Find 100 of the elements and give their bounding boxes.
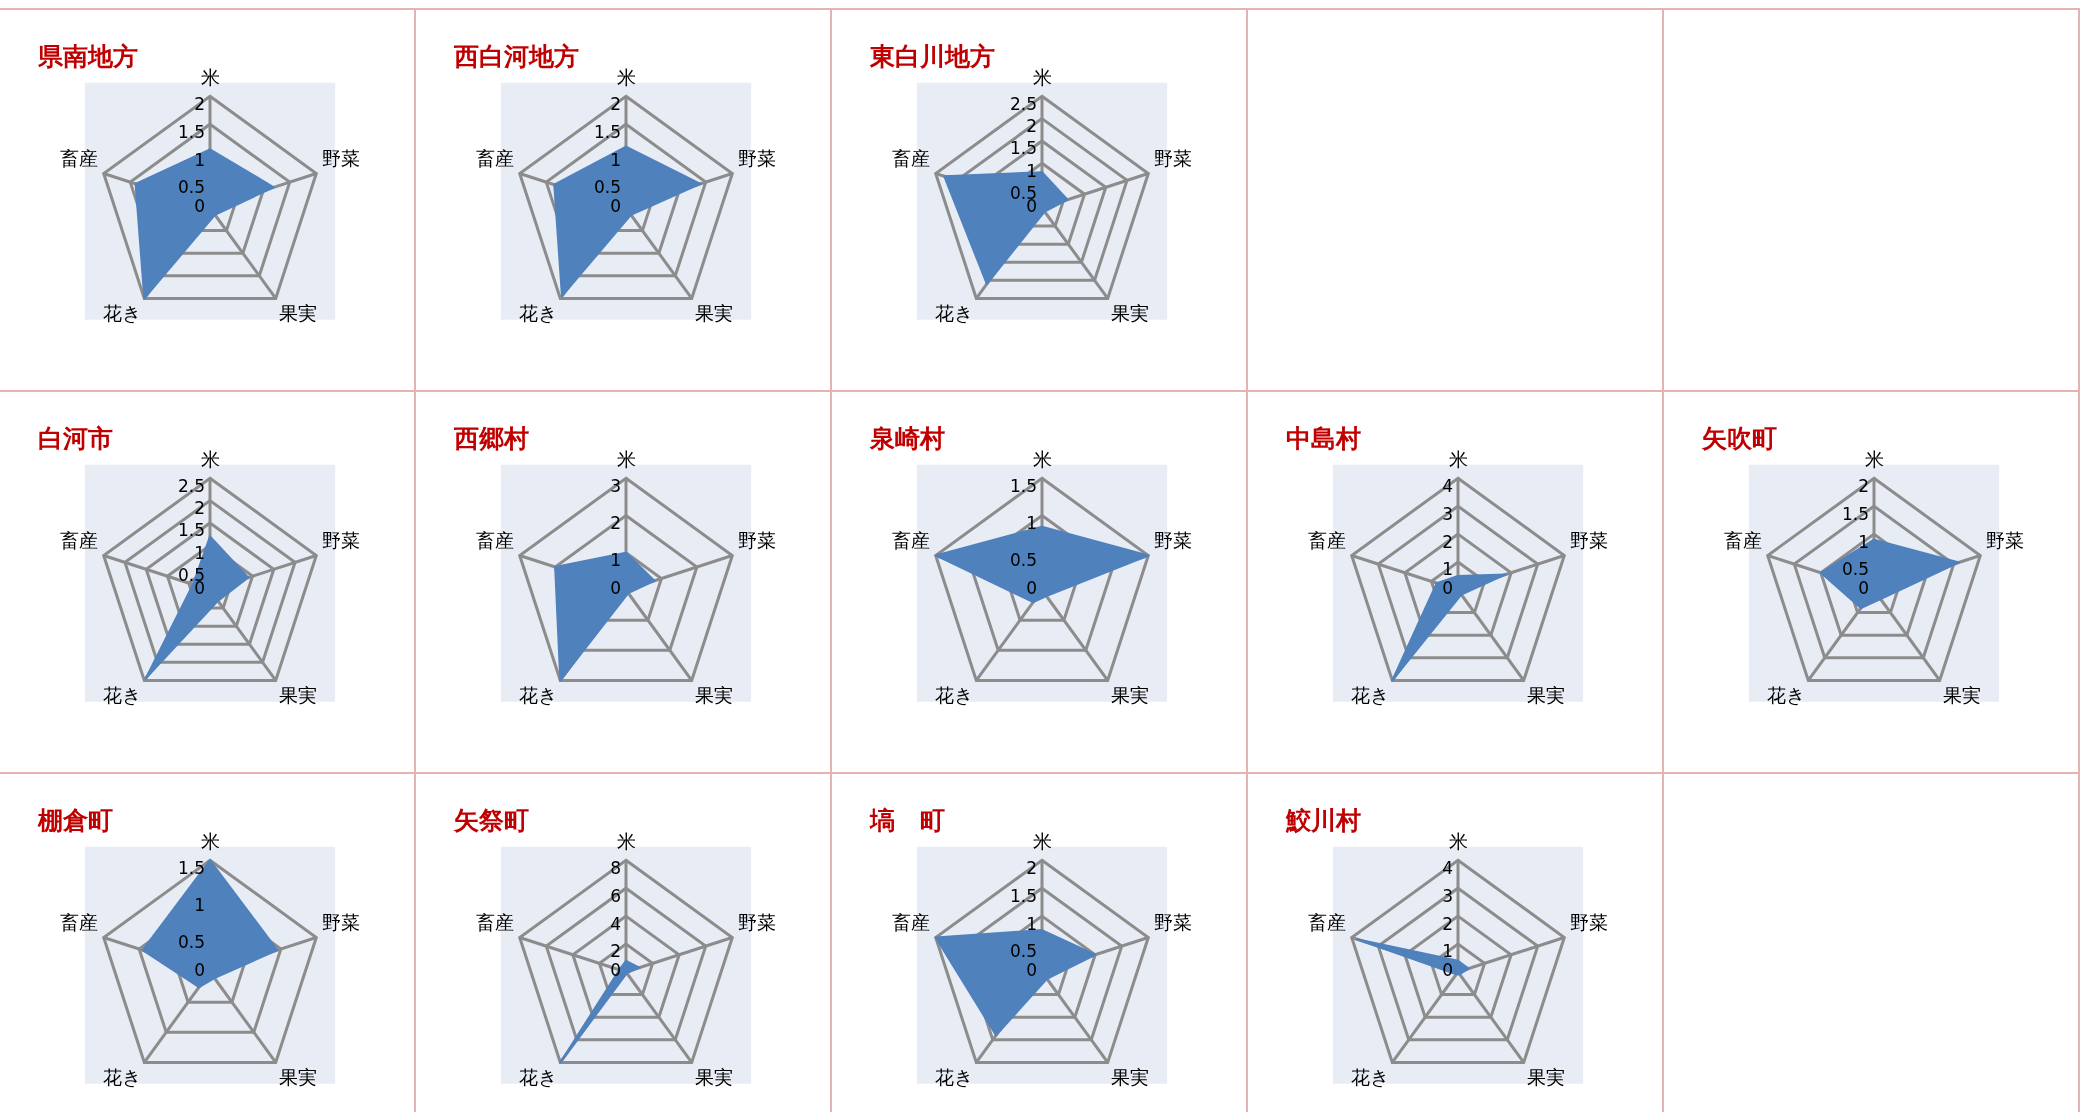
y-tick-label: 2 [1858, 475, 1869, 496]
spoke-label: 野菜 [322, 147, 360, 170]
y-tick-label: 2 [1442, 913, 1453, 934]
y-tick-label: 4 [610, 913, 621, 934]
y-tick-label: 2 [1026, 116, 1037, 137]
spoke-label: 果実 [279, 683, 318, 706]
y-tick-label: 0 [1026, 960, 1037, 981]
y-tick-label: 2 [610, 512, 621, 533]
spoke-label: 米 [616, 829, 636, 852]
spoke-label: 花き [102, 1065, 141, 1088]
spoke-label: 畜産 [1308, 911, 1346, 934]
y-tick-label: 1.5 [1009, 885, 1037, 906]
spoke-label: 果実 [279, 1065, 318, 1088]
chart-title: 白河市 [38, 423, 113, 455]
y-tick-label: 0 [610, 196, 621, 217]
y-tick-label: 2 [194, 498, 205, 519]
spoke-label: 花き [934, 1065, 973, 1088]
spoke-label: 野菜 [1570, 529, 1608, 552]
y-tick-label: 3 [1442, 503, 1453, 524]
y-tick-label: 0 [1026, 578, 1037, 599]
y-tick-label: 1 [1026, 512, 1037, 533]
y-tick-label: 2 [610, 941, 621, 962]
chart-title: 東白川地方 [870, 41, 995, 73]
y-tick-label: 0.5 [1841, 559, 1869, 580]
spoke-label: 畜産 [476, 911, 514, 934]
y-tick-label: 0.5 [1009, 941, 1037, 962]
y-tick-label: 1 [1026, 913, 1037, 934]
spoke-label: 米 [1448, 447, 1468, 470]
y-tick-label: 1 [194, 894, 205, 915]
spoke-label: 野菜 [1570, 911, 1608, 934]
spoke-label: 花き [518, 683, 557, 706]
spoke-label: 畜産 [892, 147, 930, 170]
spoke-label: 野菜 [1154, 529, 1192, 552]
chart-title: 矢吹町 [1702, 423, 1777, 455]
y-tick-label: 1.5 [1009, 475, 1037, 496]
y-tick-label: 1.5 [177, 520, 205, 541]
spoke-label: 花き [102, 301, 141, 324]
y-tick-label: 2 [1442, 531, 1453, 552]
y-tick-label: 2.5 [1009, 93, 1037, 114]
y-tick-label: 1.5 [593, 121, 621, 142]
spoke-label: 畜産 [60, 529, 98, 552]
y-tick-label: 2.5 [177, 475, 205, 496]
spoke-label: 果実 [1527, 1065, 1566, 1088]
spoke-label: 花き [1766, 683, 1805, 706]
y-tick-label: 0.5 [593, 177, 621, 198]
chart-title: 県南地方 [38, 41, 138, 73]
y-tick-label: 1.5 [1841, 503, 1869, 524]
spoke-label: 果実 [279, 301, 318, 324]
spoke-label: 果実 [695, 1065, 734, 1088]
y-tick-label: 1 [194, 149, 205, 170]
spoke-label: 畜産 [476, 147, 514, 170]
spoke-label: 花き [1350, 1065, 1389, 1088]
y-tick-label: 1 [610, 149, 621, 170]
y-tick-label: 1 [194, 542, 205, 563]
y-tick-label: 0 [194, 960, 205, 981]
y-tick-label: 1 [1442, 941, 1453, 962]
y-tick-label: 0.5 [177, 932, 205, 953]
y-tick-label: 1.5 [1009, 138, 1037, 159]
spoke-label: 米 [616, 65, 636, 88]
y-tick-label: 0 [610, 578, 621, 599]
chart-title: 塙 町 [870, 805, 945, 837]
spoke-label: 米 [200, 829, 220, 852]
chart-title: 鮫川村 [1286, 805, 1361, 837]
spoke-label: 米 [1032, 447, 1052, 470]
y-tick-label: 1 [1442, 559, 1453, 580]
y-tick-label: 3 [1442, 885, 1453, 906]
spoke-label: 花き [518, 301, 557, 324]
y-tick-label: 1 [610, 550, 621, 571]
y-tick-label: 2 [610, 93, 621, 114]
spoke-label: 果実 [1943, 683, 1982, 706]
y-tick-label: 0 [610, 960, 621, 981]
y-tick-label: 0 [194, 196, 205, 217]
spoke-label: 果実 [1527, 683, 1566, 706]
spoke-label: 米 [200, 447, 220, 470]
spoke-label: 野菜 [1154, 147, 1192, 170]
spoke-label: 野菜 [738, 529, 776, 552]
spoke-label: 米 [1448, 829, 1468, 852]
spoke-label: 米 [1032, 829, 1052, 852]
spoke-label: 野菜 [322, 911, 360, 934]
y-tick-label: 1 [1858, 531, 1869, 552]
spoke-label: 花き [1350, 683, 1389, 706]
spoke-label: 畜産 [476, 529, 514, 552]
spoke-label: 花き [518, 1065, 557, 1088]
y-tick-label: 1.5 [177, 857, 205, 878]
spoke-label: 畜産 [1724, 529, 1762, 552]
chart-title: 泉崎村 [870, 423, 945, 455]
y-tick-label: 2 [194, 93, 205, 114]
chart-title: 西郷村 [454, 423, 529, 455]
spoke-label: 米 [1864, 447, 1884, 470]
spoke-label: 果実 [1111, 1065, 1150, 1088]
chart-title: 西白河地方 [454, 41, 579, 73]
y-tick-label: 1.5 [177, 121, 205, 142]
spoke-label: 果実 [695, 683, 734, 706]
y-tick-label: 1 [1026, 160, 1037, 181]
y-tick-label: 3 [610, 475, 621, 496]
y-tick-label: 2 [1026, 857, 1037, 878]
spoke-label: 野菜 [1154, 911, 1192, 934]
spoke-label: 米 [200, 65, 220, 88]
chart-title: 棚倉町 [38, 805, 113, 837]
spoke-label: 野菜 [738, 147, 776, 170]
